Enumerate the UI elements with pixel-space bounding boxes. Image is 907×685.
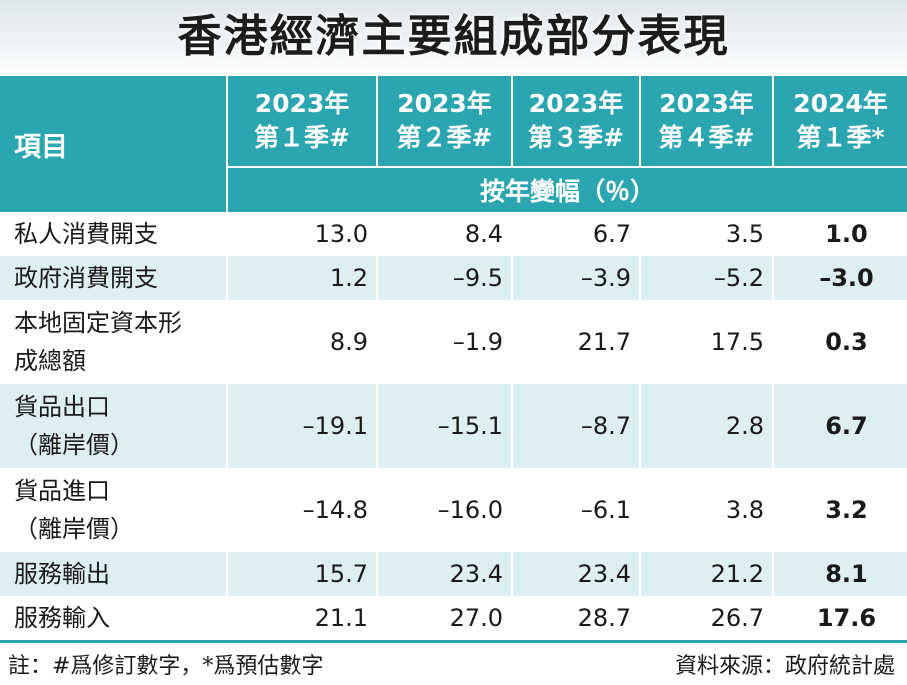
unit-header: 按年變幅（％） [227,166,907,212]
period-header: 2023年 第３季# [512,76,641,167]
table-cell: –6.1 [512,468,641,552]
table-cell: 21.2 [640,552,774,596]
table-cell: –16.0 [377,468,513,552]
table-cell: –1.9 [377,300,513,384]
table-cell: –8.7 [512,384,641,468]
table-cell: –15.1 [377,384,513,468]
table-cell: 21.1 [227,596,378,643]
table-cell: –9.5 [377,256,513,300]
table-cell: –14.8 [227,468,378,552]
period-quarter: 第１季# [254,123,350,152]
table-cell: 21.7 [512,300,641,384]
period-year: 2023年 [397,89,492,118]
period-quarter: 第３季# [528,123,624,152]
row-label: 貨品進口 （離岸價） [0,468,228,552]
period-quarter: 第２季# [396,123,493,152]
period-quarter: 第４季# [658,123,755,152]
row-label: 政府消費開支 [0,256,228,300]
table-cell: 27.0 [377,596,513,643]
period-year: 2023年 [254,89,350,118]
title-background [0,0,907,76]
table-cell: 23.4 [512,552,641,596]
table-row: 貨品出口 （離岸價） –19.1 –15.1 –8.7 2.8 6.7 [0,384,907,468]
table-cell: 13.0 [227,212,378,256]
period-year: 2023年 [528,89,624,118]
footnote: 註：#爲修訂數字，*爲預估數字 [8,654,324,679]
table-row: 服務輸入 21.1 27.0 28.7 26.7 17.6 [0,596,907,643]
table-cell: 2.8 [640,384,774,468]
row-label: 私人消費開支 [0,212,228,256]
table-cell: 17.5 [640,300,774,384]
period-year: 2023年 [659,89,754,118]
table-cell-latest: –3.0 [773,256,907,300]
table-cell: 1.2 [227,256,378,300]
period-header: 2023年 第２季# [377,76,513,167]
table-row: 貨品進口 （離岸價） –14.8 –16.0 –6.1 3.8 3.2 [0,468,907,552]
data-table: 項目 2023年 第１季# 2023年 第２季# 2023年 第３季# 2023… [0,76,907,643]
table-cell-latest: 3.2 [825,496,868,524]
row-label-line: 私人消費開支 [14,220,158,248]
table-cell: 3.8 [640,468,774,552]
table-cell: 8.9 [227,300,378,384]
table-body: 私人消費開支 13.0 8.4 6.7 3.5 1.0 政府消費開支 1.2 –… [0,212,907,643]
row-label-line: 本地固定資本形 [14,309,182,337]
table-cell: –5.2 [640,256,774,300]
source-note: 資料來源：政府統計處 [674,654,895,679]
table-cell: 8.4 [377,212,513,256]
table-row: 私人消費開支 13.0 8.4 6.7 3.5 1.0 [0,212,907,256]
table-cell-latest: 6.7 [773,384,907,468]
row-label: 本地固定資本形 成總額 [0,300,228,384]
table-cell-latest: 1.0 [825,220,868,248]
item-column-header: 項目 [0,76,228,212]
period-quarter: 第１季* [796,123,885,152]
chart-title: 香港經濟主要組成部分表現 [177,11,730,62]
table-cell: 26.7 [640,596,774,643]
row-label-line: 成總額 [14,347,86,375]
row-label-line: （離岸價） [14,515,134,543]
table-cell: 15.7 [227,552,378,596]
table-cell: 3.5 [640,212,774,256]
row-label-line: 服務輸出 [14,560,110,588]
period-year: 2024年 [793,89,888,118]
table-cell: 23.4 [377,552,513,596]
table-cell: 6.7 [512,212,641,256]
row-label-line: 政府消費開支 [14,264,158,292]
row-label-line: 貨品進口 [14,477,110,505]
table-cell: –19.1 [227,384,378,468]
row-label: 服務輸入 [0,596,228,643]
period-header: 2023年 第４季# [640,76,774,167]
table-row: 政府消費開支 1.2 –9.5 –3.9 –5.2 –3.0 [0,256,907,300]
row-label-line: （離岸價） [14,431,134,459]
row-label-line: 貨品出口 [14,393,110,421]
table-cell: 28.7 [512,596,641,643]
table-cell-latest: 0.3 [825,328,868,356]
row-label: 服務輸出 [0,552,228,596]
period-header: 2024年 第１季* [773,76,907,167]
row-label-line: 服務輸入 [14,604,110,632]
table-cell-latest: 8.1 [773,552,907,596]
period-header: 2023年 第１季# [227,76,378,167]
row-label: 貨品出口 （離岸價） [0,384,228,468]
table-cell-latest: 17.6 [773,596,907,643]
table-row: 本地固定資本形 成總額 8.9 –1.9 21.7 17.5 0.3 [0,300,907,384]
table-row: 服務輸出 15.7 23.4 23.4 21.2 8.1 [0,552,907,596]
table-cell: –3.9 [512,256,641,300]
table-header: 項目 2023年 第１季# 2023年 第２季# 2023年 第３季# 2023… [0,76,907,212]
